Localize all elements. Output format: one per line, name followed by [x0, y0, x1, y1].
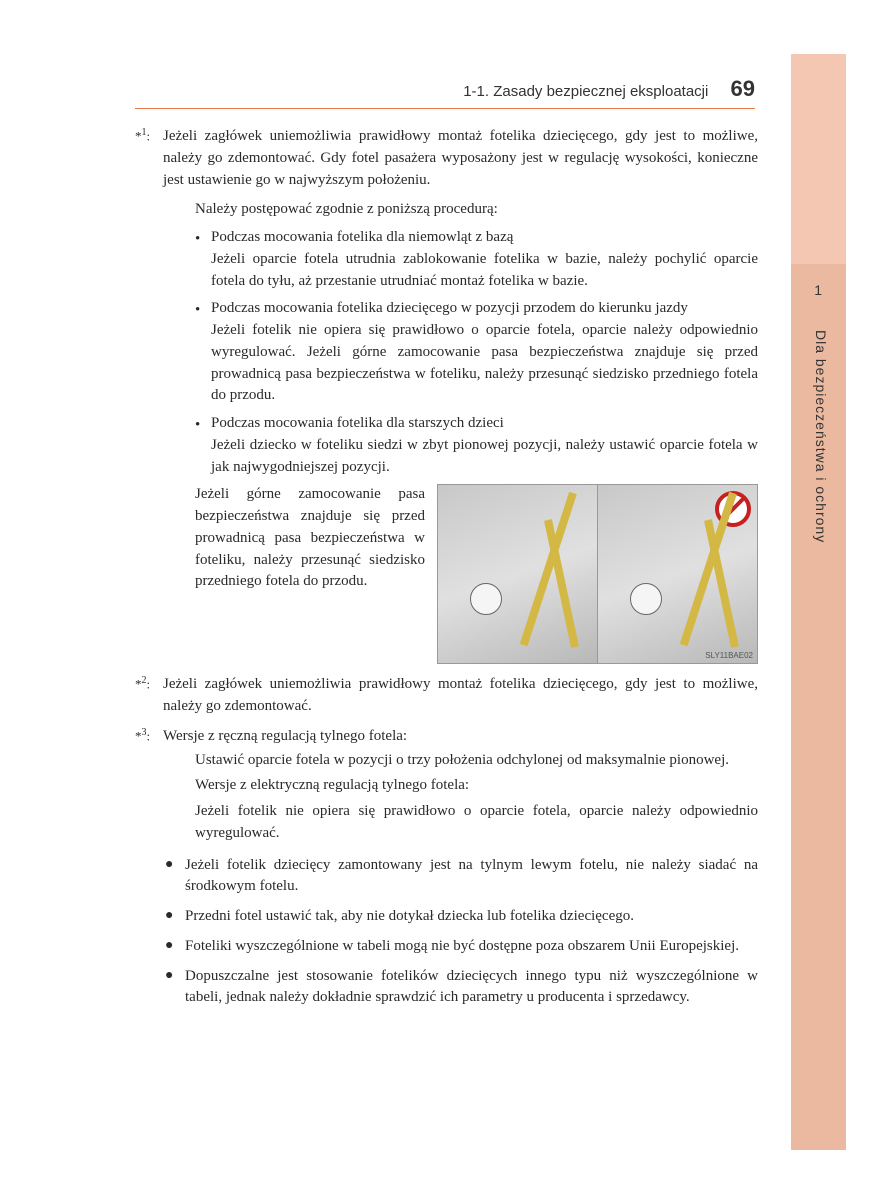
footnote-3-line2: Ustawić oparcie fotela w pozycji o trzy … [195, 750, 758, 772]
main-bullet-2-text: Przedni fotel ustawić tak, aby nie dotyk… [185, 906, 758, 928]
footnote-3-label: *3: [135, 726, 163, 748]
sub-bullet-2: • Podczas mocowania fotelika dziecięcego… [195, 298, 758, 407]
main-bullet-3: ● Foteliki wyszczególnione w tabeli mogą… [165, 936, 758, 958]
section-number: 1 [814, 282, 822, 298]
side-tab-text: Dla bezpieczeństwa i ochrony [813, 330, 829, 543]
illustration-right: SLY11BAE02 [598, 485, 757, 663]
sub-bullet-3: • Podczas mocowania fotelika dla starszy… [195, 413, 758, 478]
sub-bullet-1-text: Jeżeli oparcie fotela utrudnia zablokowa… [211, 249, 758, 293]
footnote-1-text: Jeżeli zagłówek uniemożliwia prawidłowy … [163, 126, 758, 191]
main-bullet-4: ● Dopuszczalne jest stosowanie fotelików… [165, 966, 758, 1010]
header-rule [135, 108, 755, 109]
sub-bullet-3-text: Jeżeli dziecko w foteliku siedzi w zbyt … [211, 435, 758, 479]
bullet-dot-icon: • [195, 413, 211, 478]
bullet-dot-icon: • [195, 227, 211, 292]
sub-bullet-1: • Podczas mocowania fotelika dla niemowl… [195, 227, 758, 292]
procedure-intro: Należy postępować zgodnie z poniższą pro… [195, 199, 758, 221]
sub-bullet-1-title: Podczas mocowania fotelika dla niemowląt… [211, 227, 758, 249]
main-bullet-3-text: Foteliki wyszczególnione w tabeli mogą n… [185, 936, 758, 958]
illustration-box: SLY11BAE02 [437, 484, 758, 664]
footnote-3-line4: Jeżeli fotelik nie opiera się prawidłowo… [195, 801, 758, 845]
main-bullet-4-text: Dopuszczalne jest stosowanie fotelików d… [185, 966, 758, 1010]
image-row: Jeżeli górne zamocowanie pasa bezpieczeń… [195, 484, 758, 664]
round-bullet-icon: ● [165, 936, 185, 958]
side-tab-upper [791, 54, 846, 264]
footnote-3: *3: Wersje z ręczną regulacją tylnego fo… [135, 726, 758, 748]
footnote-2-label: *2: [135, 674, 163, 718]
footnote-3-line1: Wersje z ręczną regulacją tylnego fotela… [163, 726, 758, 748]
image-caption-text: Jeżeli górne zamocowanie pasa bezpieczeń… [195, 484, 425, 664]
round-bullet-icon: ● [165, 855, 185, 899]
section-label: 1-1. Zasady bezpiecznej eksploatacji [463, 83, 708, 100]
main-bullet-2: ● Przedni fotel ustawić tak, aby nie dot… [165, 906, 758, 928]
illustration-left [438, 485, 598, 663]
round-bullet-icon: ● [165, 906, 185, 928]
sub-bullet-2-title: Podczas mocowania fotelika dziecięcego w… [211, 298, 758, 320]
image-code: SLY11BAE02 [705, 650, 753, 662]
main-bullet-1: ● Jeżeli fotelik dziecięcy zamontowany j… [165, 855, 758, 899]
footnote-3-line3: Wersje z elektryczną regulacją tylnego f… [195, 775, 758, 797]
sub-bullet-3-title: Podczas mocowania fotelika dla starszych… [211, 413, 758, 435]
round-bullet-icon: ● [165, 966, 185, 1010]
child-head-shape [630, 583, 662, 615]
footnote-1: *1: Jeżeli zagłówek uniemożliwia prawidł… [135, 126, 758, 191]
footnote-1-label: *1: [135, 126, 163, 191]
main-bullet-1-text: Jeżeli fotelik dziecięcy zamontowany jes… [185, 855, 758, 899]
page-header: 1-1. Zasady bezpiecznej eksploatacji 69 [135, 76, 755, 109]
bullet-dot-icon: • [195, 298, 211, 407]
footnote-2-text: Jeżeli zagłówek uniemożliwia prawidłowy … [163, 674, 758, 718]
footnote-2: *2: Jeżeli zagłówek uniemożliwia prawidł… [135, 674, 758, 718]
page-number: 69 [731, 76, 755, 101]
page-content: *1: Jeżeli zagłówek uniemożliwia prawidł… [135, 126, 758, 1017]
child-head-shape [470, 583, 502, 615]
sub-bullet-2-text: Jeżeli fotelik nie opiera się prawidłowo… [211, 320, 758, 407]
